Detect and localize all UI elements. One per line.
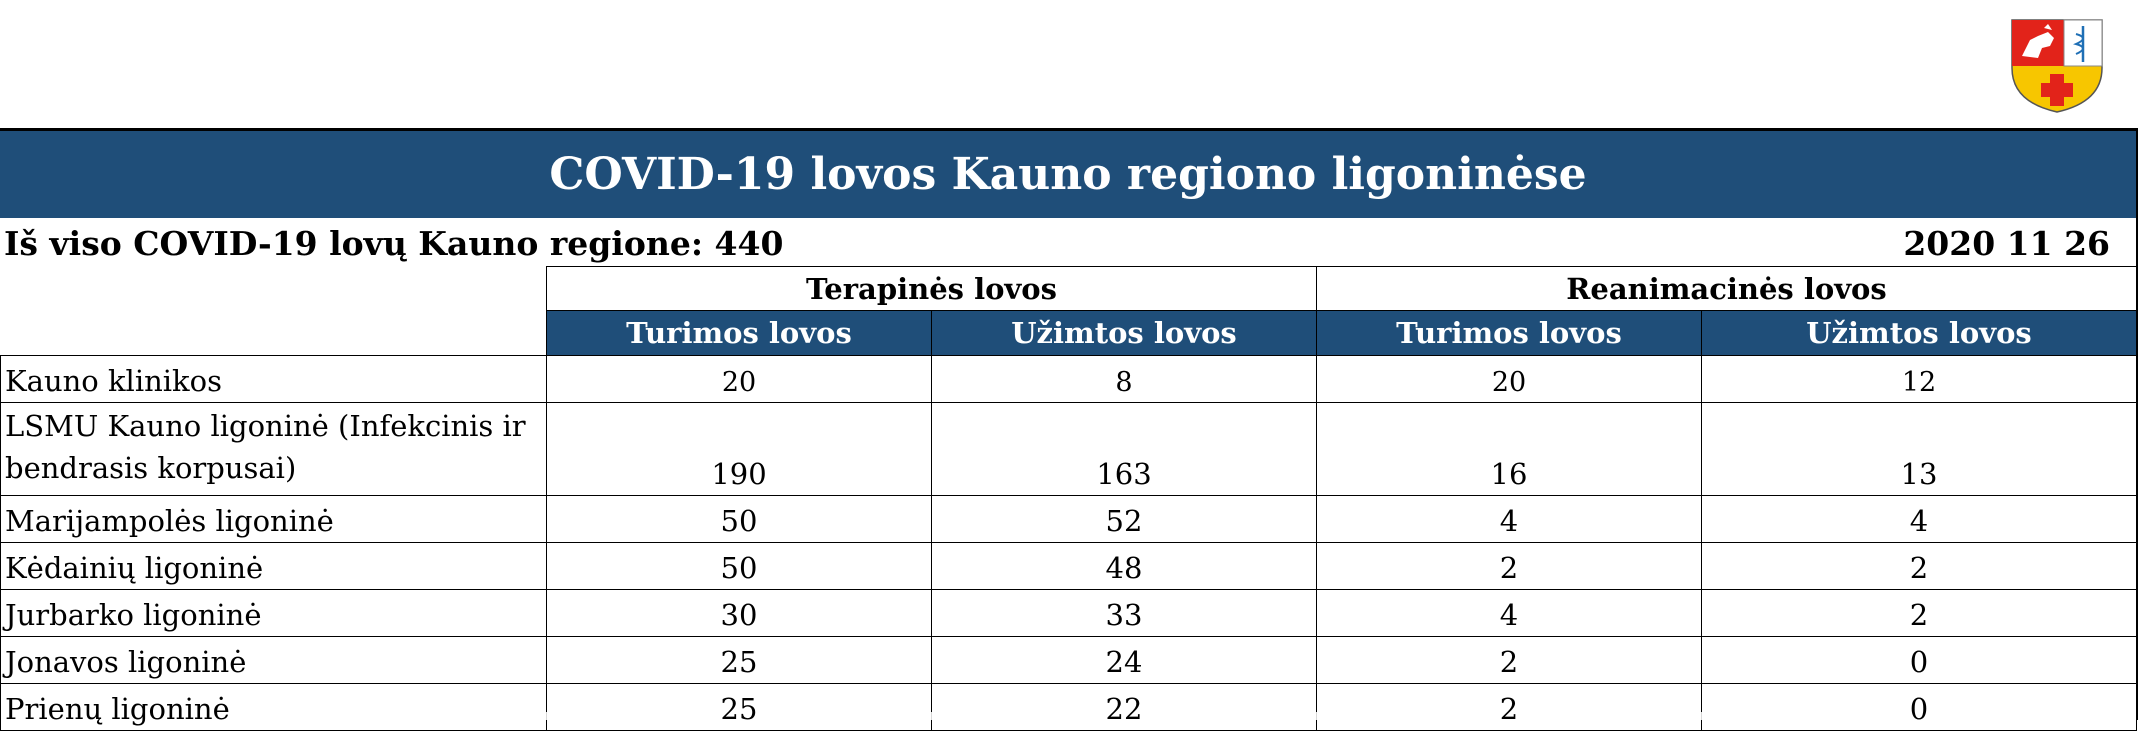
column-header: Turimos lovos	[1316, 310, 1702, 356]
table-row: Jonavos ligoninė 25 24 2 0	[0, 636, 2137, 684]
total-beds-label: Iš viso COVID-19 lovų Kauno regione: 440	[4, 224, 784, 263]
table-cell: 24	[931, 636, 1317, 684]
gridline	[931, 712, 932, 720]
hospital-name: Kauno klinikos	[0, 355, 547, 403]
table-row: Marijampolės ligoninė 50 52 4 4	[0, 495, 2137, 543]
table-cell: 2	[1316, 542, 1702, 590]
hospital-name: Kėdainių ligoninė	[0, 542, 547, 590]
column-header: Užimtos lovos	[931, 310, 1317, 356]
table-cell: 2	[1701, 589, 2137, 637]
coat-of-arms-icon	[2008, 16, 2106, 114]
summary-bar: Iš viso COVID-19 lovų Kauno regione: 440…	[0, 220, 2136, 266]
gridline	[546, 712, 547, 720]
column-header: Užimtos lovos	[1701, 310, 2137, 356]
beds-table: Terapinės lovos Reanimacinės lovos Turim…	[0, 266, 2137, 731]
table-cell: 0	[1701, 683, 2137, 731]
page-title: COVID-19 lovos Kauno regiono ligoninėse	[0, 128, 2136, 218]
hospital-name: Jonavos ligoninė	[0, 636, 547, 684]
blank-cell	[0, 266, 547, 311]
hospital-name: LSMU Kauno ligoninė (Infekcinis ir bendr…	[0, 402, 547, 496]
table-cell: 30	[546, 589, 932, 637]
table-cell: 33	[931, 589, 1317, 637]
table-cell: 20	[546, 355, 932, 403]
table-row: Kauno klinikos 20 8 20 12	[0, 355, 2137, 403]
table-row: Prienų ligoninė 25 22 2 0	[0, 683, 2137, 731]
table-cell: 4	[1316, 495, 1702, 543]
table-cell: 25	[546, 683, 932, 731]
report-date: 2020 11 26	[1903, 224, 2110, 263]
table-cell: 52	[931, 495, 1317, 543]
table-cell: 22	[931, 683, 1317, 731]
sub-header-row: Turimos lovos Užimtos lovos Turimos lovo…	[0, 310, 2137, 356]
group-header-icu: Reanimacinės lovos	[1316, 266, 2137, 311]
table-cell: 12	[1701, 355, 2137, 403]
table-cell: 4	[1701, 495, 2137, 543]
group-header-row: Terapinės lovos Reanimacinės lovos	[0, 266, 2137, 311]
table-cell: 2	[1316, 636, 1702, 684]
table-row: Jurbarko ligoninė 30 33 4 2	[0, 589, 2137, 637]
table-row: Kėdainių ligoninė 50 48 2 2	[0, 542, 2137, 590]
table-cell: 48	[931, 542, 1317, 590]
table-cell: 25	[546, 636, 932, 684]
table-cell: 8	[931, 355, 1317, 403]
table-cell: 4	[1316, 589, 1702, 637]
table-cell: 13	[1701, 402, 2137, 496]
table-cell: 20	[1316, 355, 1702, 403]
table-cell: 190	[546, 402, 932, 496]
hospital-name: Jurbarko ligoninė	[0, 589, 547, 637]
column-header: Turimos lovos	[546, 310, 932, 356]
table-cell: 16	[1316, 402, 1702, 496]
hospital-name: Marijampolės ligoninė	[0, 495, 547, 543]
gridline	[1316, 712, 1317, 720]
table-cell: 50	[546, 542, 932, 590]
gridline	[1701, 712, 1702, 720]
group-header-therapy: Terapinės lovos	[546, 266, 1317, 311]
table-cell: 2	[1316, 683, 1702, 731]
table-cell: 2	[1701, 542, 2137, 590]
table-cell: 163	[931, 402, 1317, 496]
table-right-border	[2136, 128, 2138, 720]
hospital-name: Prienų ligoninė	[0, 683, 547, 731]
table-cell: 50	[546, 495, 932, 543]
blank-cell	[0, 310, 547, 356]
table-row: LSMU Kauno ligoninė (Infekcinis ir bendr…	[0, 402, 2137, 496]
table-cell: 0	[1701, 636, 2137, 684]
